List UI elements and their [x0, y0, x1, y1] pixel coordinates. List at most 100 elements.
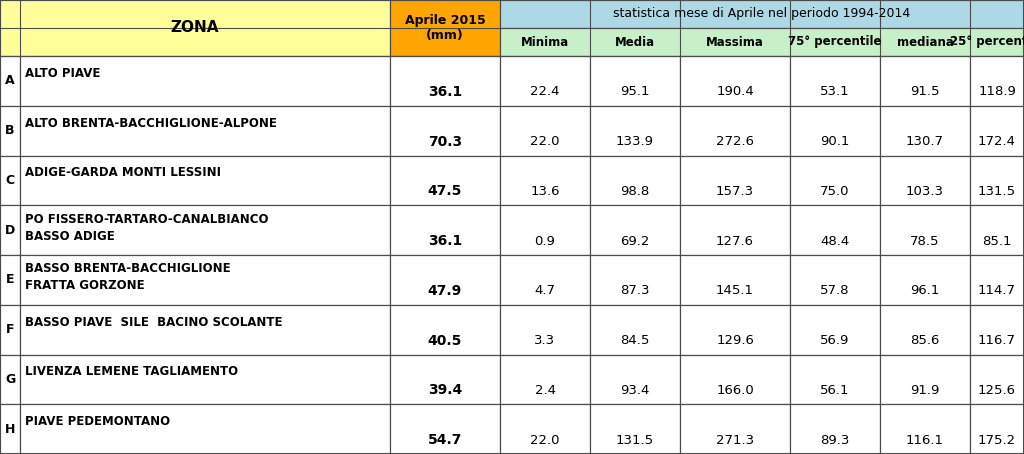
Bar — [790, 255, 880, 305]
Bar — [880, 255, 970, 305]
Text: 145.1: 145.1 — [716, 284, 754, 297]
Bar — [0, 355, 20, 404]
Text: 133.9: 133.9 — [616, 135, 654, 148]
Bar — [590, 205, 680, 255]
Bar — [790, 205, 880, 255]
Text: 48.4: 48.4 — [820, 235, 850, 247]
Text: ALTO BRENTA-BACCHIGLIONE-ALPONE: ALTO BRENTA-BACCHIGLIONE-ALPONE — [25, 117, 276, 130]
Text: 53.1: 53.1 — [820, 85, 850, 99]
Bar — [970, 156, 1024, 205]
Bar — [970, 56, 1024, 106]
Bar — [970, 404, 1024, 454]
Bar — [0, 156, 20, 205]
Text: Minima: Minima — [521, 35, 569, 49]
Text: 54.7: 54.7 — [428, 433, 462, 447]
Bar — [500, 404, 590, 454]
Bar — [20, 404, 390, 454]
Text: 36.1: 36.1 — [428, 85, 462, 99]
Text: 90.1: 90.1 — [820, 135, 850, 148]
Bar — [590, 404, 680, 454]
Text: 13.6: 13.6 — [530, 185, 560, 198]
Bar — [970, 355, 1024, 404]
Text: Aprile 2015
(mm): Aprile 2015 (mm) — [404, 14, 485, 42]
Bar — [500, 205, 590, 255]
Bar — [790, 56, 880, 106]
Bar — [500, 305, 590, 355]
Bar — [390, 205, 500, 255]
Bar — [20, 156, 390, 205]
Text: 56.1: 56.1 — [820, 384, 850, 397]
Bar — [390, 106, 500, 156]
Text: 0.9: 0.9 — [535, 235, 555, 247]
Text: 57.8: 57.8 — [820, 284, 850, 297]
Bar — [0, 305, 20, 355]
Text: H: H — [5, 423, 15, 436]
Text: 47.9: 47.9 — [428, 284, 462, 298]
Text: BASSO PIAVE  SILE  BACINO SCOLANTE: BASSO PIAVE SILE BACINO SCOLANTE — [25, 316, 283, 329]
Text: 25° percentile: 25° percentile — [950, 35, 1024, 49]
Text: 40.5: 40.5 — [428, 334, 462, 348]
Text: 22.4: 22.4 — [530, 85, 560, 99]
Text: 175.2: 175.2 — [978, 434, 1016, 447]
Bar — [680, 156, 790, 205]
Text: ADIGE-GARDA MONTI LESSINI: ADIGE-GARDA MONTI LESSINI — [25, 167, 221, 179]
Bar — [880, 404, 970, 454]
Text: 130.7: 130.7 — [906, 135, 944, 148]
Text: 22.0: 22.0 — [530, 434, 560, 447]
Text: BASSO ADIGE: BASSO ADIGE — [25, 230, 115, 242]
Bar — [880, 305, 970, 355]
Bar — [500, 255, 590, 305]
Text: 47.5: 47.5 — [428, 184, 462, 198]
Bar — [590, 106, 680, 156]
Text: mediana: mediana — [897, 35, 953, 49]
Bar — [680, 305, 790, 355]
Bar — [880, 106, 970, 156]
Text: statistica mese di Aprile nel periodo 1994-2014: statistica mese di Aprile nel periodo 19… — [613, 8, 910, 20]
Bar — [970, 305, 1024, 355]
Bar — [0, 56, 20, 106]
Text: 103.3: 103.3 — [906, 185, 944, 198]
Text: B: B — [5, 124, 14, 137]
Text: 70.3: 70.3 — [428, 134, 462, 148]
Bar — [20, 56, 390, 106]
Text: C: C — [5, 174, 14, 187]
Text: 127.6: 127.6 — [716, 235, 754, 247]
Text: A: A — [5, 74, 14, 87]
Bar — [880, 355, 970, 404]
Bar — [680, 404, 790, 454]
Text: F: F — [6, 323, 14, 336]
Text: 190.4: 190.4 — [716, 85, 754, 99]
Text: 131.5: 131.5 — [978, 185, 1016, 198]
Bar — [20, 205, 390, 255]
Text: 272.6: 272.6 — [716, 135, 754, 148]
Text: 131.5: 131.5 — [616, 434, 654, 447]
Bar — [0, 106, 20, 156]
Text: LIVENZA LEMENE TAGLIAMENTO: LIVENZA LEMENE TAGLIAMENTO — [25, 365, 239, 379]
Bar — [390, 156, 500, 205]
Text: 95.1: 95.1 — [621, 85, 650, 99]
Text: E: E — [6, 273, 14, 286]
Bar — [390, 56, 500, 106]
Text: 85.1: 85.1 — [982, 235, 1012, 247]
Bar — [20, 355, 390, 404]
Bar — [0, 0, 390, 56]
Text: 78.5: 78.5 — [910, 235, 940, 247]
Text: 75° percentile: 75° percentile — [788, 35, 882, 49]
Text: Massima: Massima — [707, 35, 764, 49]
Bar — [680, 205, 790, 255]
Bar — [790, 156, 880, 205]
Text: 85.6: 85.6 — [910, 334, 940, 347]
Bar — [680, 56, 790, 106]
Text: 125.6: 125.6 — [978, 384, 1016, 397]
Bar — [500, 156, 590, 205]
Bar — [970, 106, 1024, 156]
Bar — [0, 205, 20, 255]
Text: 89.3: 89.3 — [820, 434, 850, 447]
Text: 93.4: 93.4 — [621, 384, 649, 397]
Text: 98.8: 98.8 — [621, 185, 649, 198]
Text: 91.5: 91.5 — [910, 85, 940, 99]
Text: 116.7: 116.7 — [978, 334, 1016, 347]
Bar — [790, 404, 880, 454]
Text: 69.2: 69.2 — [621, 235, 649, 247]
Text: 4.7: 4.7 — [535, 284, 555, 297]
